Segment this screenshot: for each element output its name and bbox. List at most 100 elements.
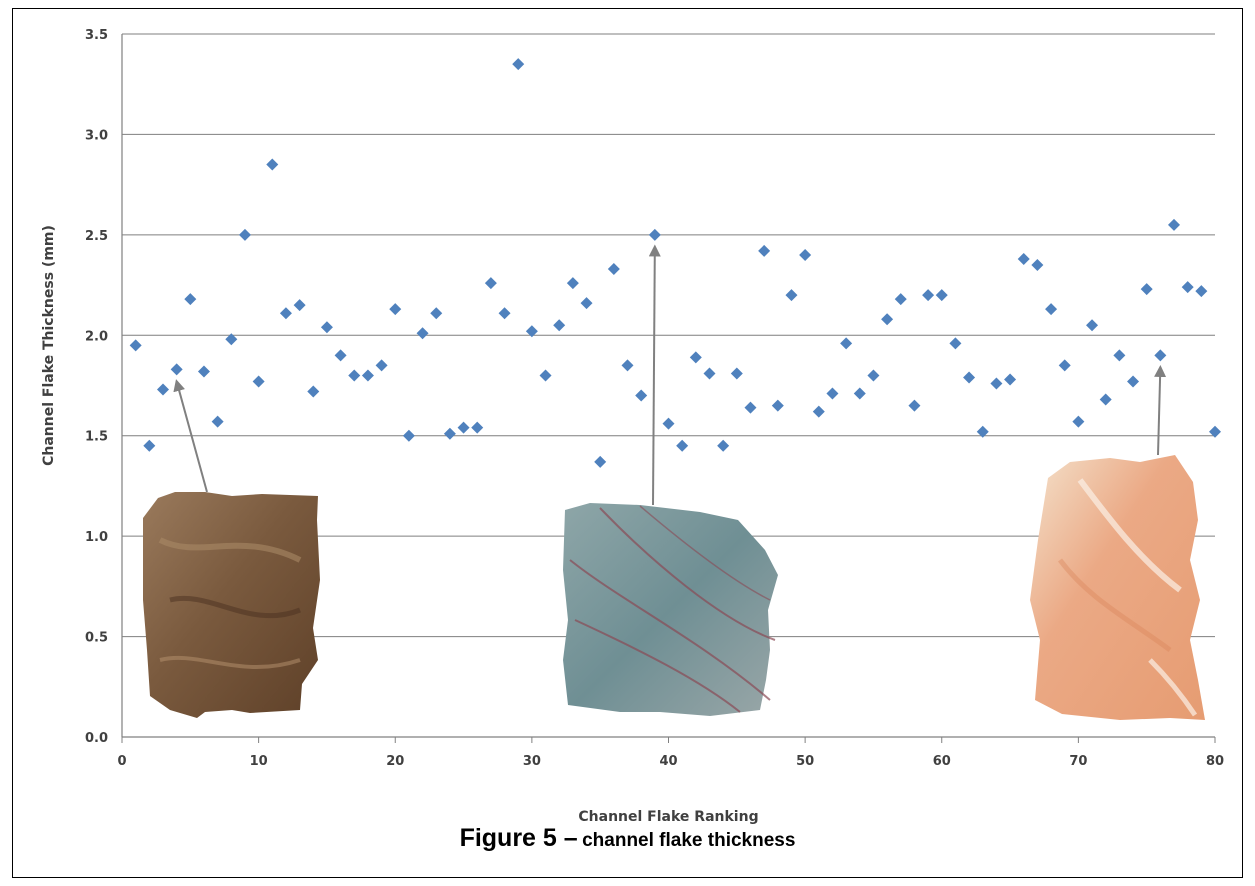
data-point [1099, 393, 1112, 406]
data-point [430, 307, 443, 320]
annotation-arrow [648, 244, 661, 506]
data-point [1113, 349, 1126, 362]
data-point [1031, 258, 1044, 271]
data-point [799, 248, 812, 261]
scatter-chart: 0.0 0.5 1.0 1.5 2.0 2.5 3.0 3.5 0 10 20 30 40 50 60 70… [41, 28, 1224, 825]
data-point [1045, 303, 1058, 316]
figure-label: Figure 5 – [459, 824, 578, 852]
y-tick-label: 1.5 [85, 430, 108, 445]
y-tick-label: 2.0 [85, 329, 108, 344]
data-point [894, 293, 907, 306]
data-point [252, 375, 265, 388]
x-tick-label: 20 [386, 754, 404, 769]
data-point [976, 425, 989, 438]
data-point [648, 228, 661, 241]
data-point [1154, 349, 1167, 362]
data-point [594, 455, 607, 468]
data-point [1058, 359, 1071, 372]
y-tick-label: 0.5 [85, 631, 108, 646]
x-axis-title: Channel Flake Ranking [578, 809, 758, 825]
x-tick-label: 70 [1069, 754, 1087, 769]
data-point [1181, 281, 1194, 294]
data-point [730, 367, 743, 380]
data-point [225, 333, 238, 346]
data-point [744, 401, 757, 414]
data-point [375, 359, 388, 372]
y-tick-label: 3.5 [85, 28, 108, 43]
data-point [307, 385, 320, 398]
data-point [457, 421, 470, 434]
figure-caption: Figure 5 – channel flake thickness [0, 824, 1255, 853]
data-point [935, 289, 948, 302]
data-point [717, 439, 730, 452]
data-point [676, 439, 689, 452]
data-point [908, 399, 921, 412]
y-tick-label: 2.5 [85, 229, 108, 244]
data-point [758, 244, 771, 257]
data-points [129, 58, 1221, 468]
data-point [1017, 252, 1030, 265]
data-point [1072, 415, 1085, 428]
data-point [771, 399, 784, 412]
data-point [361, 369, 374, 382]
x-tick-label: 10 [250, 754, 268, 769]
data-point [156, 383, 169, 396]
data-point [963, 371, 976, 384]
data-point [170, 363, 183, 376]
figure-frame [12, 8, 1243, 878]
data-point [607, 263, 620, 276]
y-tick-label: 0.0 [85, 731, 108, 746]
data-point [512, 58, 525, 71]
brown-flake-image [143, 492, 320, 718]
data-point [635, 389, 648, 402]
data-point [416, 327, 429, 340]
x-tick-label: 0 [117, 754, 126, 769]
data-point [143, 439, 156, 452]
data-point [826, 387, 839, 400]
x-tick-label: 60 [933, 754, 951, 769]
data-point [785, 289, 798, 302]
flake-images [143, 455, 1205, 720]
data-point [348, 369, 361, 382]
data-point [484, 277, 497, 290]
data-point [812, 405, 825, 418]
data-point [1168, 218, 1181, 231]
blue-gray-flake-image [563, 503, 778, 716]
data-point [922, 289, 935, 302]
data-point [1127, 375, 1140, 388]
data-point [1209, 425, 1221, 438]
data-point [1086, 319, 1099, 332]
data-point [689, 351, 702, 364]
data-point [553, 319, 566, 332]
data-point [320, 321, 333, 334]
data-point [402, 429, 415, 442]
figure-caption-text: channel flake thickness [582, 830, 796, 851]
x-tick-label: 50 [796, 754, 814, 769]
data-point [867, 369, 880, 382]
annotation-arrow [173, 379, 208, 493]
data-point [525, 325, 538, 338]
data-point [266, 158, 279, 171]
data-point [129, 339, 142, 352]
y-tick-label: 3.0 [85, 128, 108, 143]
data-point [197, 365, 210, 378]
data-point [184, 293, 197, 306]
data-point [703, 367, 716, 380]
data-point [211, 415, 224, 428]
data-point [853, 387, 866, 400]
y-tick-label: 1.0 [85, 530, 108, 545]
x-tick-label: 40 [659, 754, 677, 769]
data-point [293, 299, 306, 312]
data-point [498, 307, 511, 320]
data-point [1004, 373, 1017, 386]
data-point [471, 421, 484, 434]
data-point [1140, 283, 1153, 296]
data-point [443, 427, 456, 440]
data-point [662, 417, 675, 430]
x-tick-labels: 0 10 20 30 40 50 60 70 80 [117, 737, 1224, 769]
data-point [1195, 285, 1208, 298]
data-point [539, 369, 552, 382]
y-axis-title: Channel Flake Thickness (mm) [41, 225, 57, 466]
peach-flake-image [1030, 455, 1205, 720]
x-tick-label: 30 [523, 754, 541, 769]
